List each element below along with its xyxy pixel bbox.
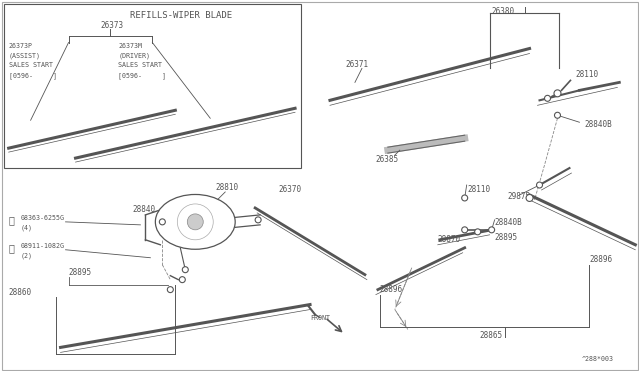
- Circle shape: [488, 227, 495, 233]
- Circle shape: [461, 227, 468, 233]
- Text: 08363-6255G: 08363-6255G: [20, 215, 65, 221]
- Circle shape: [475, 229, 481, 235]
- Text: 26371: 26371: [345, 61, 368, 70]
- Ellipse shape: [156, 195, 235, 249]
- Circle shape: [545, 95, 550, 101]
- Circle shape: [255, 217, 261, 223]
- Circle shape: [159, 219, 165, 225]
- Text: 26385: 26385: [376, 155, 399, 164]
- Circle shape: [536, 182, 543, 188]
- Text: (4): (4): [20, 225, 33, 231]
- Text: REFILLS-WIPER BLADE: REFILLS-WIPER BLADE: [131, 11, 232, 20]
- Circle shape: [461, 195, 468, 201]
- Circle shape: [167, 286, 173, 293]
- Text: 28840B: 28840B: [584, 120, 612, 129]
- Text: 28870: 28870: [438, 235, 461, 244]
- Circle shape: [554, 112, 561, 118]
- Circle shape: [526, 195, 533, 202]
- Text: 28810: 28810: [215, 183, 238, 192]
- Text: SALES START: SALES START: [118, 62, 163, 68]
- Text: 28865: 28865: [479, 331, 503, 340]
- Text: [0596-     ]: [0596- ]: [9, 73, 57, 79]
- Text: 08911-1082G: 08911-1082G: [20, 243, 65, 249]
- Text: 26373P: 26373P: [9, 42, 33, 48]
- Text: 28896: 28896: [589, 255, 612, 264]
- Circle shape: [177, 204, 213, 240]
- Text: 26373M: 26373M: [118, 42, 143, 48]
- Text: ^288*003: ^288*003: [581, 356, 613, 362]
- Text: 28840B: 28840B: [495, 218, 522, 227]
- Text: 28840: 28840: [132, 205, 156, 214]
- Text: 28110: 28110: [575, 70, 598, 80]
- Text: Ⓢ: Ⓢ: [9, 215, 15, 225]
- Text: (ASSIST): (ASSIST): [9, 52, 41, 59]
- Text: 28895: 28895: [495, 233, 518, 242]
- Text: 26380: 26380: [492, 7, 515, 16]
- Text: 28895: 28895: [68, 268, 92, 277]
- Text: [0596-     ]: [0596- ]: [118, 73, 166, 79]
- Text: FRONT: FRONT: [310, 314, 330, 321]
- Circle shape: [554, 90, 561, 97]
- Text: 28896: 28896: [380, 285, 403, 294]
- Text: Ⓝ: Ⓝ: [9, 243, 15, 253]
- Text: 26370: 26370: [278, 185, 301, 194]
- Text: SALES START: SALES START: [9, 62, 52, 68]
- Circle shape: [182, 267, 188, 273]
- Circle shape: [188, 214, 204, 230]
- Text: 29875: 29875: [508, 192, 531, 201]
- Text: 26373: 26373: [100, 20, 124, 30]
- Text: (2): (2): [20, 253, 33, 259]
- Text: (DRIVER): (DRIVER): [118, 52, 150, 59]
- Circle shape: [179, 277, 186, 283]
- Bar: [4, 4, 301, 168]
- Text: 28860: 28860: [9, 288, 32, 296]
- Text: 28110: 28110: [468, 185, 491, 194]
